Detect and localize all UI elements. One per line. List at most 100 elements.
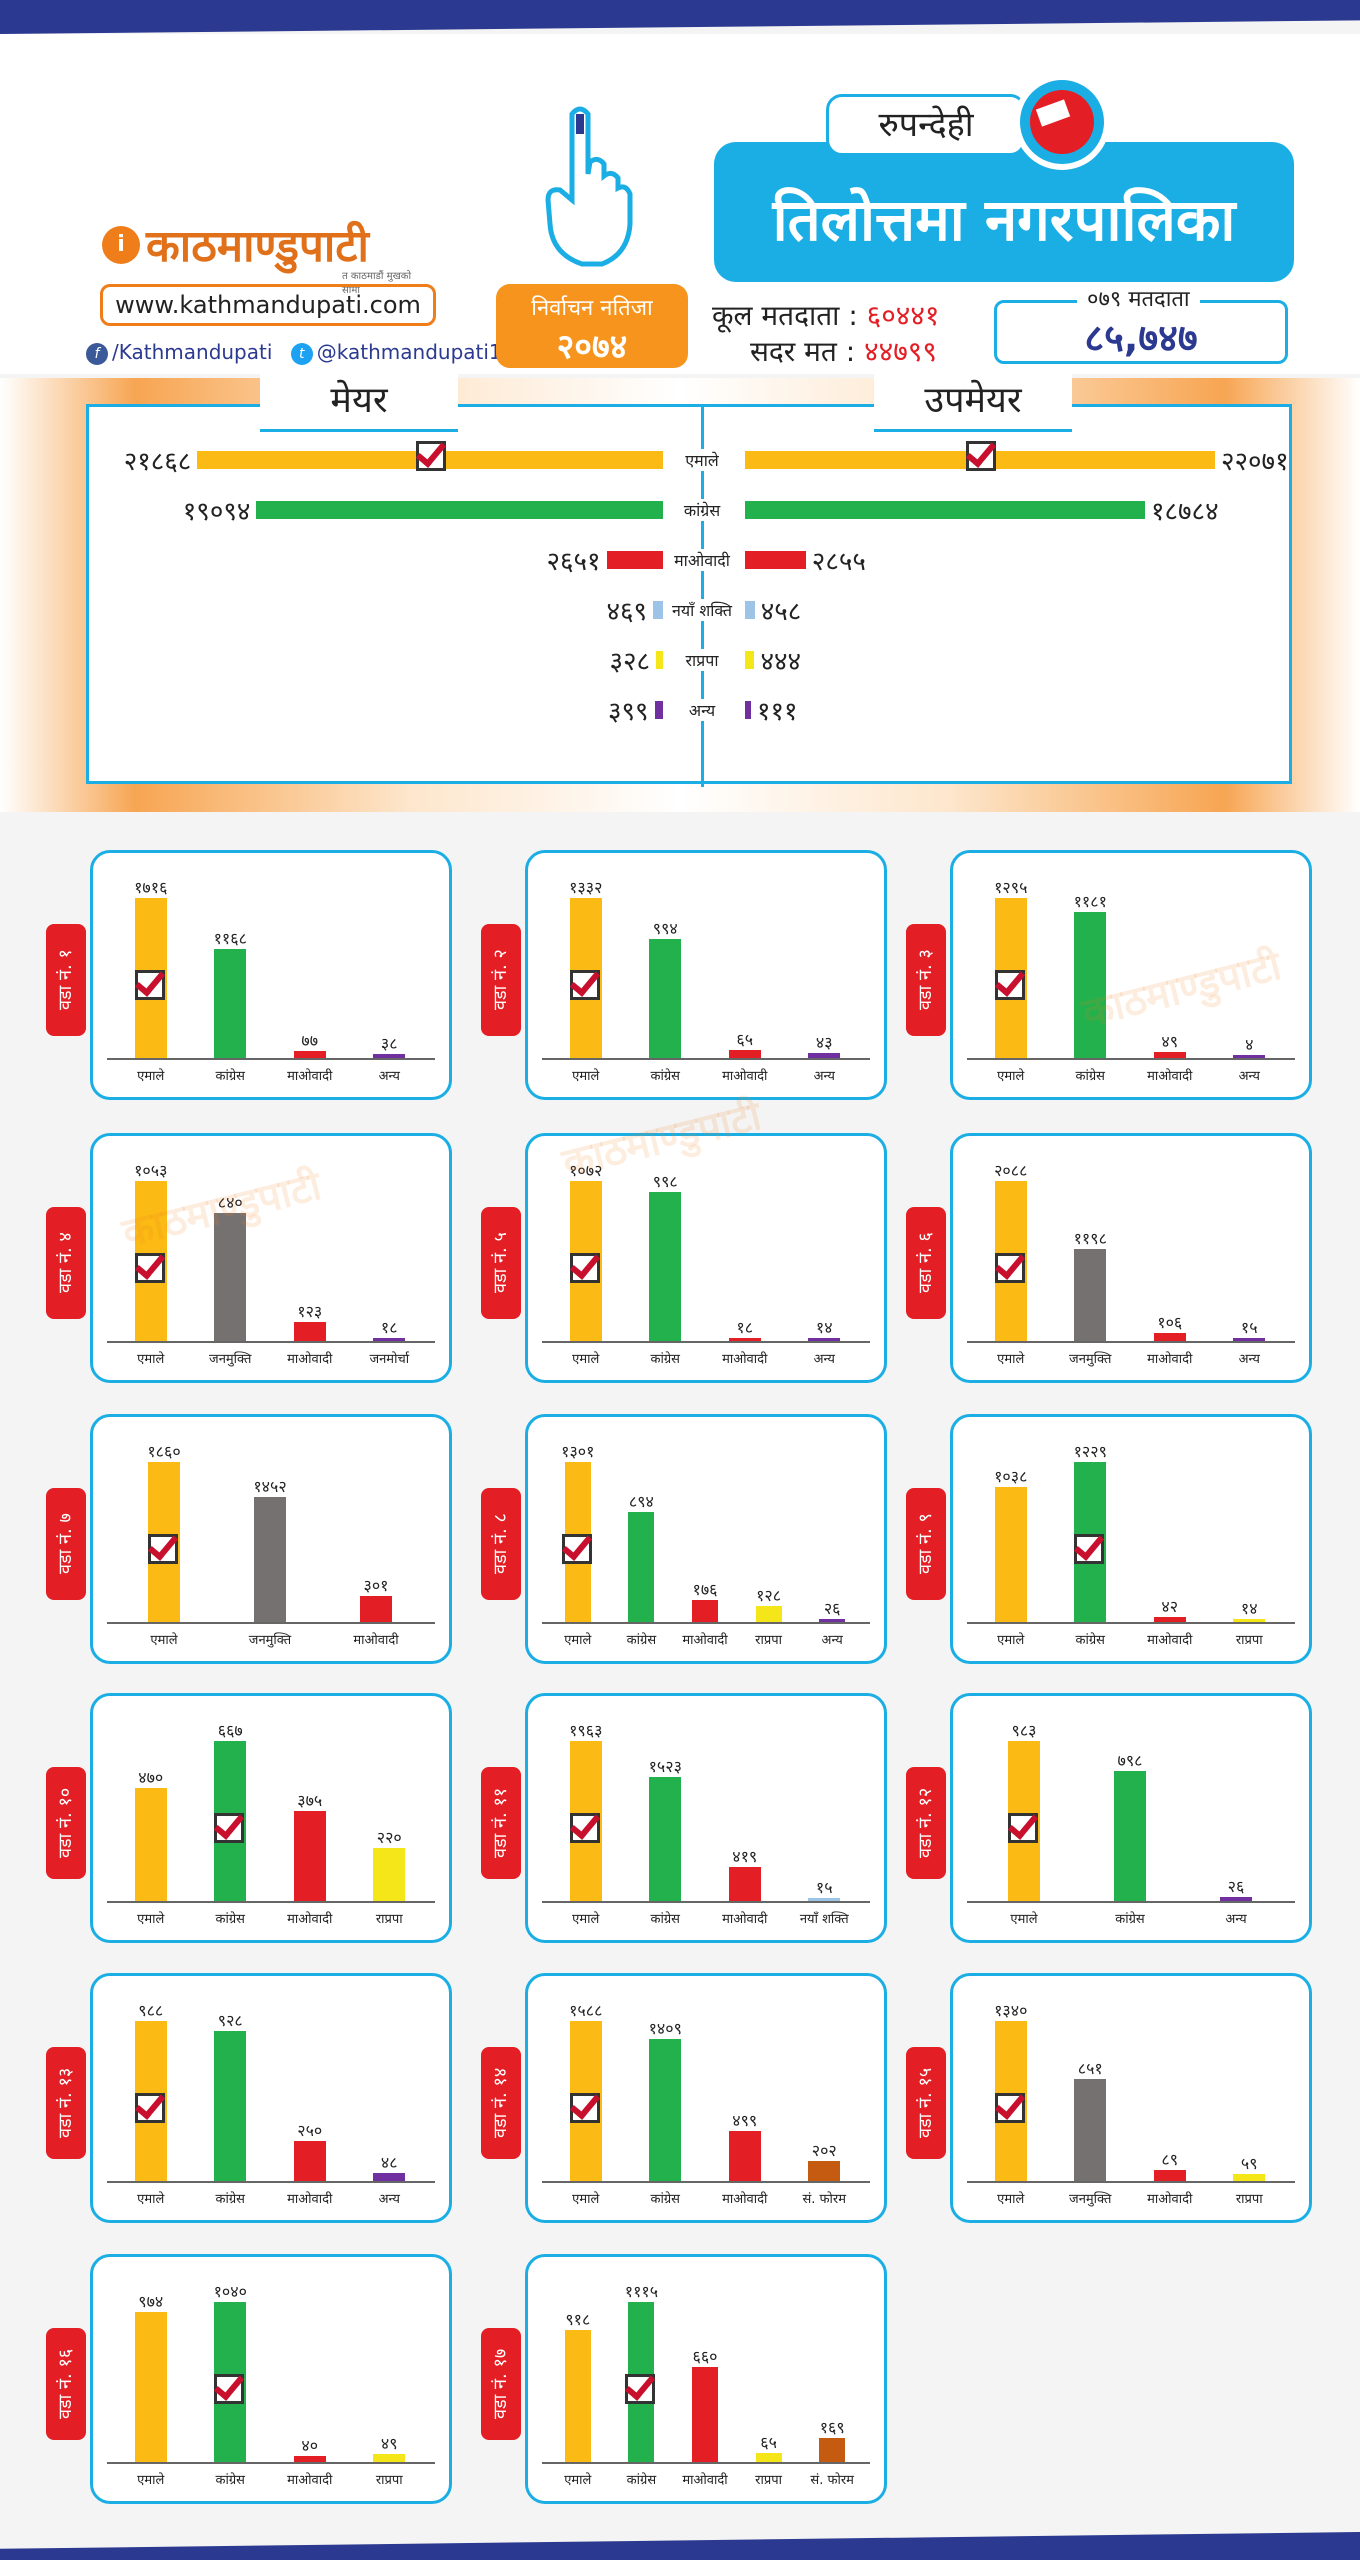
category-label: एमाले <box>997 1069 1025 1084</box>
category-label: अन्य <box>821 1633 843 1648</box>
bar <box>293 1322 326 1341</box>
category-label: एमाले <box>997 1633 1025 1648</box>
site-url[interactable]: www.kathmandupati.com <box>100 284 436 326</box>
election-commission-icon <box>1014 74 1110 170</box>
result-badge: निर्वाचन नतिजा २०७४ <box>496 284 688 368</box>
winner-check-icon <box>966 441 996 471</box>
ward-label: वडा नं. १४ <box>481 2047 521 2159</box>
bar <box>1233 1055 1266 1058</box>
mayor-bar <box>256 501 663 519</box>
district-label: रुपन्देही <box>826 94 1026 156</box>
summary-divider <box>701 407 704 787</box>
bar-value: १२९५ <box>994 878 1028 897</box>
valid-votes-label: सदर मत : <box>750 335 856 368</box>
chart-baseline <box>967 1341 1295 1343</box>
category-label: कांग्रेस <box>215 1069 245 1084</box>
mayor-value: २१८६८ <box>123 447 192 477</box>
bar <box>564 2330 591 2462</box>
total-voters-value: ६०४४१ <box>866 299 940 332</box>
category-label: एमाले <box>137 1912 165 1927</box>
category-label: माओवादी <box>287 1352 333 1367</box>
bar <box>1114 1771 1146 1901</box>
category-label: राप्रपा <box>375 1912 403 1927</box>
bar <box>755 1606 782 1622</box>
category-label: एमाले <box>572 1069 600 1084</box>
bar-value: १८ <box>380 1318 398 1337</box>
ward-label: वडा नं. ८ <box>481 1488 521 1600</box>
bar-value: ९१८ <box>565 2310 591 2330</box>
bar <box>692 2367 718 2462</box>
winner-check-icon <box>1074 1534 1105 1564</box>
chart-baseline <box>107 2181 435 2183</box>
mayor-bar <box>654 701 663 719</box>
facebook-link[interactable]: f/Kathmandupati <box>86 340 272 365</box>
mayor-value: २६५१ <box>546 547 601 577</box>
bar-value: १४५२ <box>253 1477 287 1497</box>
category-label: कांग्रेस <box>650 2192 680 2207</box>
winner-check-icon <box>416 441 447 471</box>
bar-value: २६ <box>1227 1876 1245 1896</box>
bar <box>728 2130 761 2181</box>
twitter-link[interactable]: t @kathmandupati1 <box>290 340 502 365</box>
deputy-mayor-tab: उपमेयर <box>874 374 1072 432</box>
bar-value: ४९ <box>1161 1031 1179 1051</box>
bar-value: ४७० <box>138 1768 164 1788</box>
bar <box>360 1596 392 1622</box>
category-label: माओवादी <box>1147 2192 1193 2207</box>
bar <box>649 1776 682 1901</box>
party-label: कांग्रेस <box>667 499 737 521</box>
bar-value: १७६ <box>692 1580 718 1600</box>
header: i काठमाण्डुपाटी त काठमाडौं मुखको सामा ww… <box>0 34 1360 374</box>
bar <box>1074 912 1107 1058</box>
party-label: अन्य <box>667 699 737 721</box>
category-label: जनमोर्चा <box>369 1352 410 1367</box>
bar-value: ९२८ <box>217 2010 243 2030</box>
deputy-value: ४४४ <box>760 647 802 677</box>
category-label: एमाले <box>997 2192 1025 2207</box>
category-label: माओवादी <box>287 1912 333 1927</box>
bar <box>628 1512 655 1622</box>
bar <box>373 1338 406 1341</box>
facebook-icon: f <box>86 342 108 365</box>
bar <box>1153 1051 1186 1058</box>
bar <box>293 1050 326 1058</box>
category-label: जनमुक्ति <box>248 1633 292 1648</box>
category-label: नयाँ शक्ति <box>799 1912 849 1927</box>
bar <box>134 2312 167 2462</box>
winner-check-icon <box>569 1813 600 1843</box>
year-voters-value: ८५,७४७ <box>1084 316 1198 360</box>
bar-value: ९९८ <box>652 1172 678 1192</box>
bar-value: १९६३ <box>569 1721 603 1740</box>
twitter-handle: @kathmandupati1 <box>316 340 502 364</box>
bar-value: ८९ <box>1161 2150 1179 2170</box>
category-label: एमाले <box>137 1069 165 1084</box>
deputy-bar <box>745 601 755 619</box>
bar-value: ३७५ <box>297 1791 323 1811</box>
category-label: एमाले <box>572 1912 600 1927</box>
category-label: कांग्रेस <box>626 1633 657 1648</box>
bar-value: ८९४ <box>628 1492 654 1512</box>
bar <box>373 2173 406 2181</box>
bar <box>1153 2170 1186 2181</box>
twitter-icon: t <box>290 342 313 365</box>
ward-panel: १०५३ एमाले ८४० जनमुक्ति १२३ माओवादी १८ जनमोर्चा <box>90 1133 452 1383</box>
ward-panel: १३०१ एमाले ८९४ कांग्रेस १७६ माओवादी १२८ राप्रपा… <box>525 1414 887 1664</box>
bar-value: ९७४ <box>138 2292 164 2312</box>
deputy-value: २८५५ <box>811 547 866 577</box>
category-label: कांग्रेस <box>1075 1069 1105 1084</box>
bar-value: ६६७ <box>217 1721 243 1740</box>
category-label: कांग्रेस <box>215 1912 245 1927</box>
bar-value: १३३२ <box>569 878 603 897</box>
bar-value: ८५१ <box>1077 2059 1103 2079</box>
ward-label: वडा नं. १० <box>46 1767 86 1879</box>
ward-label: वडा नं. १५ <box>906 2047 946 2159</box>
category-label: एमाले <box>137 2192 165 2207</box>
bar-value: १०४० <box>213 2282 247 2301</box>
bar-value: १४ <box>1240 1599 1258 1618</box>
bar-value: १८६० <box>147 1442 181 1461</box>
party-label: नयाँ शक्ति <box>667 599 737 621</box>
bar-value: १५ <box>815 1878 833 1897</box>
ward-panel: १०७२ एमाले ९९८ कांग्रेस १८ माओवादी १४ अन्य <box>525 1133 887 1383</box>
winner-check-icon <box>994 970 1025 1000</box>
winner-check-icon <box>134 970 165 1000</box>
